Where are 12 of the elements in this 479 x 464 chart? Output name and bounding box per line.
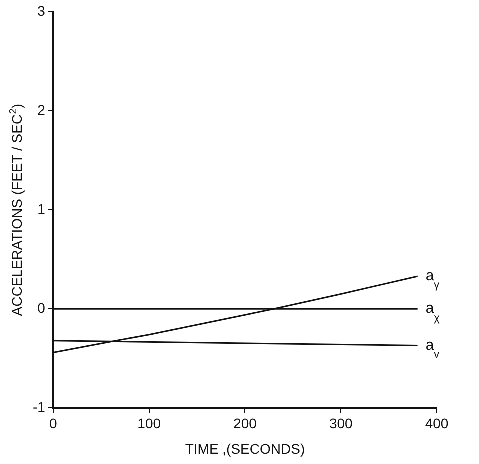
x-tick-label: 0 — [50, 415, 58, 432]
x-tick-label: 300 — [329, 415, 354, 432]
y-tick-label: -1 — [32, 399, 46, 416]
x-tick-label: 400 — [425, 415, 449, 432]
y-axis-title: ACCELERATIONS (FEET / SEC2) — [8, 104, 25, 316]
x-axis-title: TIME ,(SECONDS) — [185, 441, 306, 457]
y-tick-label: 1 — [38, 200, 46, 217]
x-tick-label: 100 — [138, 415, 162, 432]
y-tick-label: 2 — [38, 102, 46, 118]
y-tick-label: 0 — [38, 300, 46, 316]
x-tick-label: 200 — [234, 415, 258, 432]
y-tick-label: 3 — [38, 2, 46, 19]
